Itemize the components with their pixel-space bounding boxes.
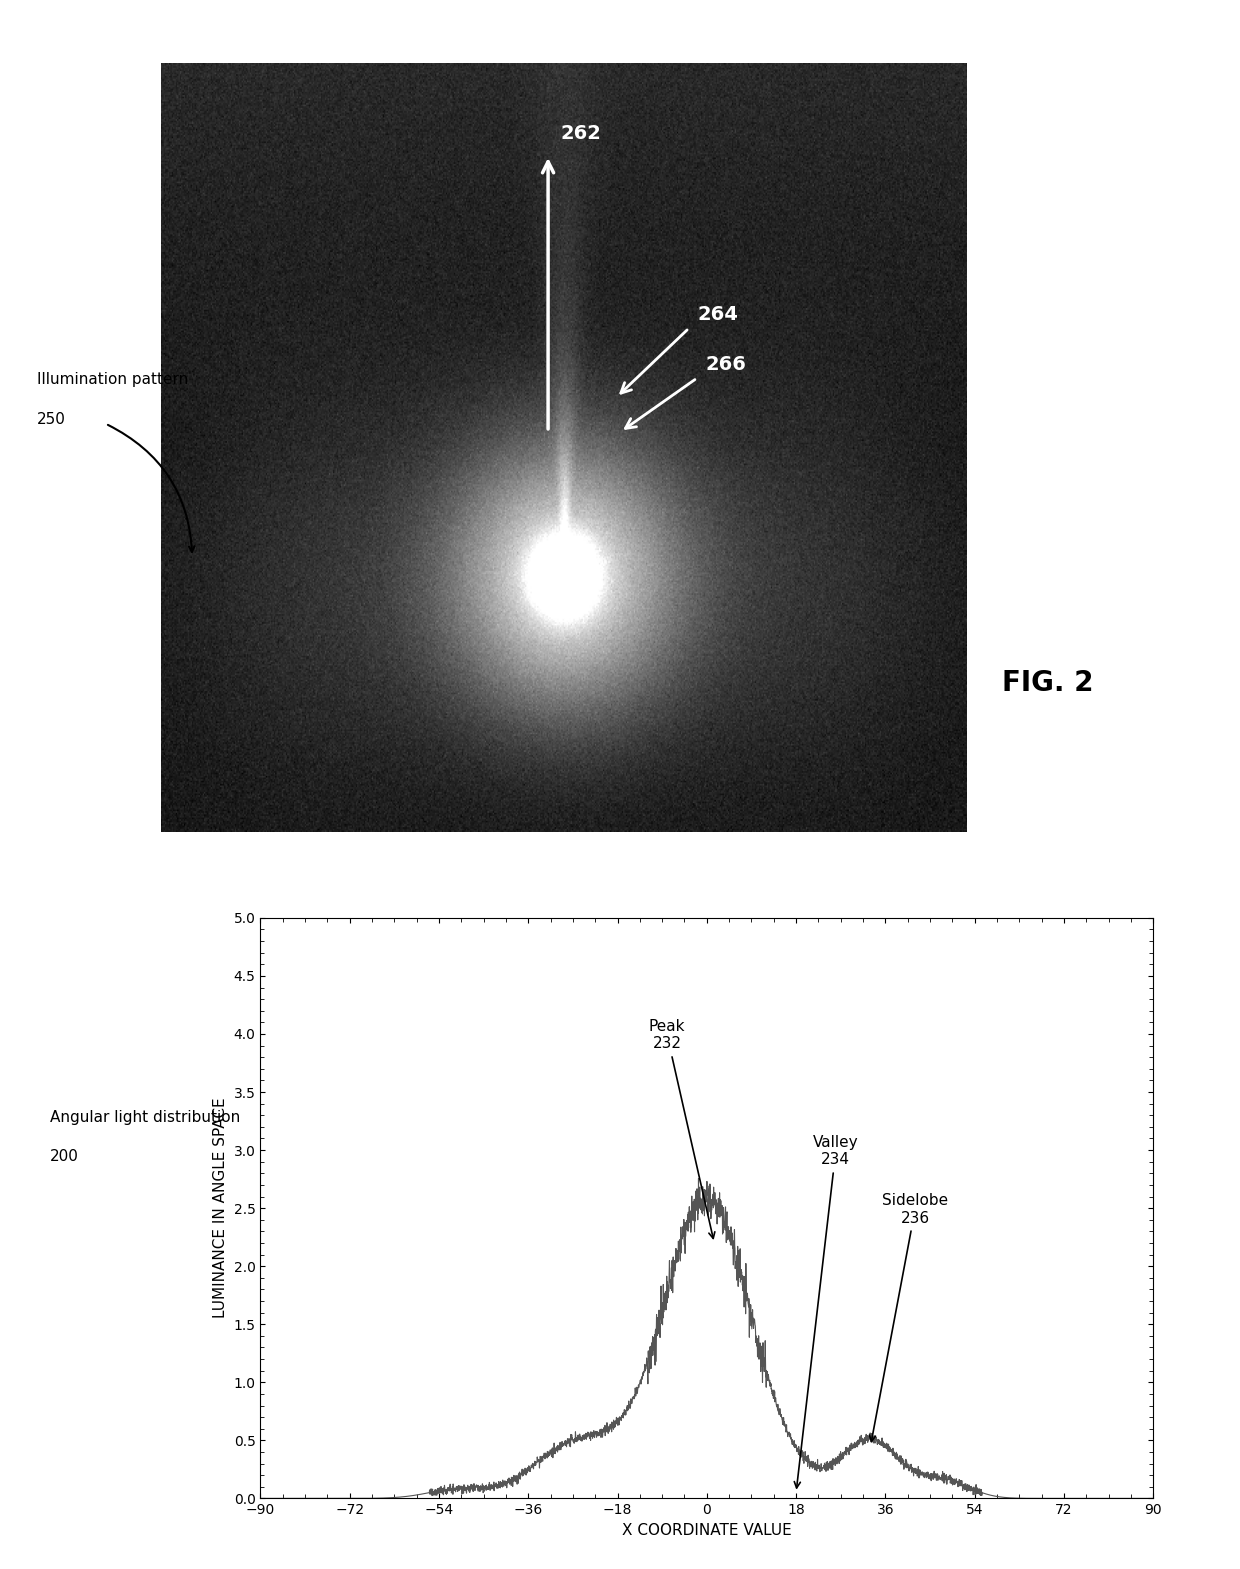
Text: FIG. 2: FIG. 2 bbox=[1002, 668, 1094, 697]
Text: Sidelobe
236: Sidelobe 236 bbox=[869, 1192, 949, 1442]
Text: Peak
232: Peak 232 bbox=[649, 1018, 714, 1238]
Text: 250: 250 bbox=[37, 411, 66, 427]
Text: 262: 262 bbox=[560, 124, 601, 143]
Y-axis label: LUMINANCE IN ANGLE SPACE: LUMINANCE IN ANGLE SPACE bbox=[213, 1098, 228, 1318]
Text: 200: 200 bbox=[50, 1149, 78, 1164]
Text: Angular light distribution: Angular light distribution bbox=[50, 1109, 239, 1125]
Text: Illumination pattern: Illumination pattern bbox=[37, 372, 188, 388]
Text: Valley
234: Valley 234 bbox=[795, 1134, 858, 1487]
Text: 266: 266 bbox=[706, 355, 746, 373]
X-axis label: X COORDINATE VALUE: X COORDINATE VALUE bbox=[622, 1523, 791, 1538]
Text: 264: 264 bbox=[697, 304, 738, 325]
